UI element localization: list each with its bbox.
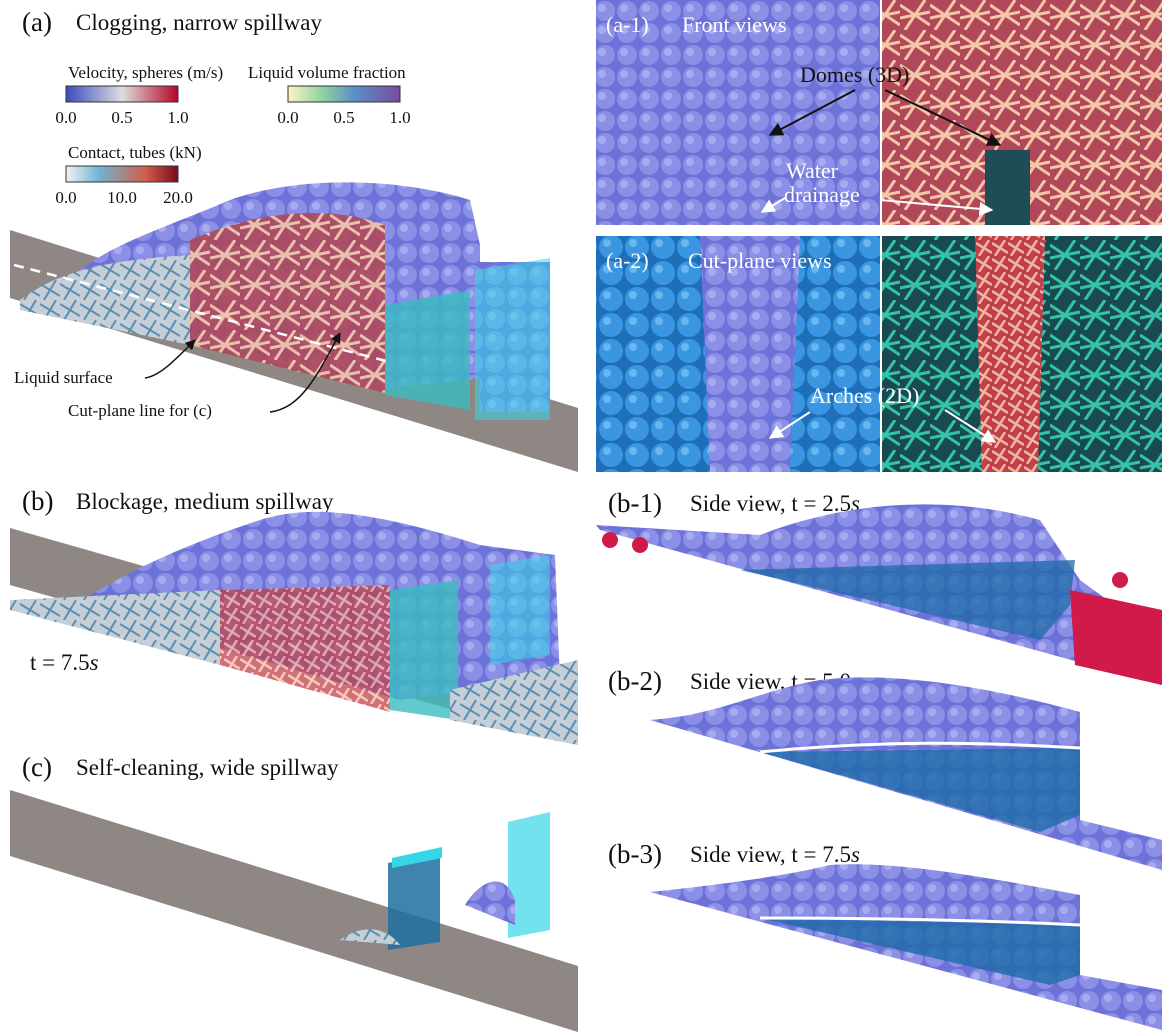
render bbox=[985, 150, 1030, 225]
colorbar-tick: 1.0 bbox=[167, 108, 188, 127]
colorbar-tick: 1.0 bbox=[389, 108, 410, 127]
colorbar-tick: 0.0 bbox=[277, 108, 298, 127]
panel-title: Front views bbox=[682, 12, 787, 37]
annotation: Water bbox=[786, 158, 839, 183]
colorbar bbox=[66, 86, 178, 102]
colorbar-tick: 10.0 bbox=[107, 188, 137, 207]
scene-b3 bbox=[650, 864, 1162, 1030]
colorbar bbox=[288, 86, 400, 102]
panel-label: (a-1) bbox=[606, 12, 649, 37]
unit: s bbox=[90, 650, 99, 675]
colorbar-title: Velocity, spheres (m/s) bbox=[68, 63, 223, 82]
gate bbox=[490, 555, 550, 665]
panel-label: (b-2) bbox=[608, 666, 662, 696]
annotation: Arches (2D) bbox=[810, 383, 919, 408]
annotation: Domes (3D) bbox=[800, 62, 909, 87]
panel-title: Side view, t = 2.5s bbox=[690, 491, 860, 516]
unit: s bbox=[851, 842, 860, 867]
page: Spillway clogging figure {"panels": { "a… bbox=[0, 0, 1162, 1035]
liquid bbox=[740, 560, 1075, 640]
title: Side view, t = 2.5 bbox=[690, 491, 851, 516]
particle bbox=[632, 537, 648, 553]
tubes bbox=[220, 585, 390, 712]
panel-label: (b) bbox=[22, 486, 53, 516]
colorbar-title: Contact, tubes (kN) bbox=[68, 143, 202, 162]
scene-b1 bbox=[596, 504, 1162, 685]
colorbar-tick: 0.0 bbox=[55, 188, 76, 207]
panel-label: (a-2) bbox=[606, 248, 649, 273]
gate bbox=[390, 580, 458, 720]
panel-title: Self-cleaning, wide spillway bbox=[76, 755, 339, 780]
panel-label: (a) bbox=[22, 7, 52, 37]
panel-label: (b-3) bbox=[608, 839, 662, 869]
particles bbox=[465, 881, 515, 925]
panel-label: (c) bbox=[22, 752, 52, 782]
colorbar bbox=[66, 166, 178, 182]
gate bbox=[475, 258, 550, 420]
liquid bbox=[760, 748, 1080, 832]
panel-title: Clogging, narrow spillway bbox=[76, 10, 322, 35]
particles bbox=[1070, 590, 1162, 685]
colorbar-tick: 0.5 bbox=[111, 108, 132, 127]
scene-b bbox=[10, 512, 578, 745]
scene-a bbox=[10, 182, 578, 472]
gate bbox=[385, 290, 470, 410]
particle bbox=[602, 532, 618, 548]
time-label: t = 7.5s bbox=[30, 650, 99, 675]
liquid bbox=[760, 918, 1080, 985]
title: Side view, t = 7.5 bbox=[690, 842, 851, 867]
colorbar-title: Liquid volume fraction bbox=[248, 63, 406, 82]
colorbar-tick: 0.0 bbox=[55, 108, 76, 127]
panel-title: Cut-plane views bbox=[688, 248, 832, 273]
particle bbox=[1112, 572, 1128, 588]
annotation: Cut-plane line for (c) bbox=[68, 401, 212, 420]
annotation: drainage bbox=[784, 182, 860, 207]
scene-c bbox=[10, 790, 578, 1032]
colorbar-tick: 0.5 bbox=[333, 108, 354, 127]
annotation: Liquid surface bbox=[14, 368, 113, 387]
colorbar-tick: 20.0 bbox=[163, 188, 193, 207]
panel-label: (b-1) bbox=[608, 488, 662, 518]
tubes bbox=[190, 213, 385, 393]
panel-title: Blockage, medium spillway bbox=[76, 489, 334, 514]
body: (a) Clogging, narrow spillway Velocity, … bbox=[0, 0, 1162, 1035]
time: t = 7.5 bbox=[30, 650, 90, 675]
figure: (a) Clogging, narrow spillway Velocity, … bbox=[0, 0, 1162, 1035]
panel-title: Side view, t = 7.5s bbox=[690, 842, 860, 867]
